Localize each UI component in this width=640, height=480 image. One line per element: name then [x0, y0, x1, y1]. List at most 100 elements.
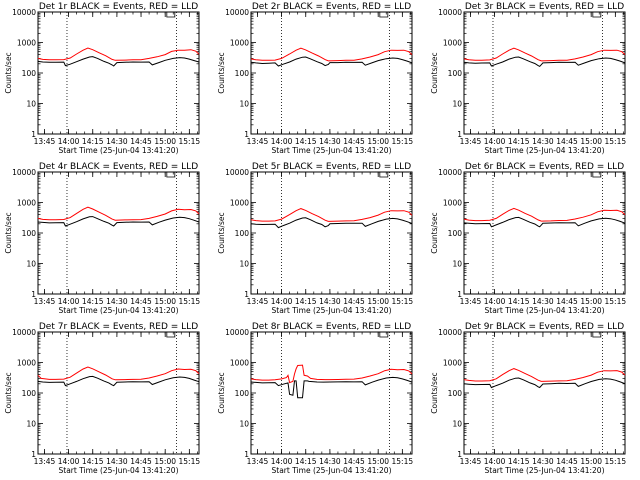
panel-title: Det 5r BLACK = Events, RED = LLD [252, 162, 411, 172]
x-axis-label: Start Time (25-Jun-04 13:41:20) [272, 466, 392, 475]
x-tick-label: 14:00 [271, 297, 293, 306]
event-rate-line [463, 377, 626, 389]
y-axis-label: Counts/sec [4, 372, 13, 413]
event-rate-line [250, 217, 413, 229]
plot-frame [37, 11, 200, 135]
event-rate-line [463, 216, 626, 228]
x-tick-label: 15:00 [154, 297, 176, 306]
y-axis-label: Counts/sec [430, 212, 439, 253]
x-tick-label: 13:45 [34, 457, 56, 466]
x-tick-label: 14:15 [82, 457, 104, 466]
x-tick-label: 13:45 [247, 297, 269, 306]
x-tick-label: 14:15 [82, 137, 104, 146]
x-tick-label: 15:00 [154, 457, 176, 466]
panel-title: Det 4r BLACK = Events, RED = LLD [39, 162, 198, 172]
plot-frame [463, 331, 626, 455]
x-tick-label: 15:15 [605, 457, 627, 466]
x-tick-label: 14:30 [106, 137, 128, 146]
x-axis-label: Start Time (25-Jun-04 13:41:20) [272, 306, 392, 315]
x-tick-label: 14:00 [58, 297, 80, 306]
y-tick-label: 1 [31, 130, 36, 139]
x-tick-label: 14:15 [295, 297, 317, 306]
x-axis-label: Start Time (25-Jun-04 13:41:20) [59, 466, 179, 475]
y-axis-label: Counts/sec [430, 372, 439, 413]
x-tick-label: 14:45 [343, 457, 365, 466]
y-axis-label: Counts/sec [430, 52, 439, 93]
y-tick-label: 10 [239, 260, 249, 269]
y-axis-label: Counts/sec [4, 212, 13, 253]
y-tick-label: 10000 [438, 8, 462, 17]
x-tick-label: 14:45 [556, 297, 578, 306]
y-axis-label: Counts/sec [217, 52, 226, 93]
x-tick-label: 15:15 [605, 137, 627, 146]
legend-marker [592, 332, 602, 338]
x-tick-label: 14:00 [58, 457, 80, 466]
plot-frame [463, 171, 626, 295]
x-tick-label: 13:45 [460, 137, 482, 146]
x-tick-label: 14:45 [556, 137, 578, 146]
x-tick-label: 14:15 [295, 457, 317, 466]
y-tick-label: 1000 [17, 39, 36, 48]
x-axis-label: Start Time (25-Jun-04 13:41:20) [485, 466, 605, 475]
plot-frame [250, 11, 413, 135]
x-tick-label: 14:45 [130, 457, 152, 466]
x-tick-label: 14:30 [106, 297, 128, 306]
x-tick-label: 14:30 [106, 457, 128, 466]
y-tick-label: 1000 [443, 199, 462, 208]
y-tick-label: 1 [244, 450, 249, 459]
detector-panel-3: 1 10 100 1000 10000 13:45 14:00 14:15 14:30 14:45… [430, 2, 626, 155]
legend-marker [592, 12, 602, 18]
x-tick-label: 15:15 [605, 297, 627, 306]
panel-title: Det 8r BLACK = Events, RED = LLD [252, 322, 411, 332]
x-tick-label: 15:00 [154, 137, 176, 146]
detector-panel-9: 1 10 100 1000 10000 13:45 14:00 14:15 14:30 14:45… [430, 322, 626, 475]
x-axis-label: Start Time (25-Jun-04 13:41:20) [485, 306, 605, 315]
lld-rate-line [463, 47, 626, 62]
x-tick-label: 14:00 [271, 137, 293, 146]
legend-marker [592, 172, 602, 178]
lld-rate-line [37, 366, 200, 381]
x-tick-label: 15:00 [580, 137, 602, 146]
x-axis-label: Start Time (25-Jun-04 13:41:20) [485, 146, 605, 155]
y-tick-label: 1 [457, 290, 462, 299]
event-rate-line [37, 216, 200, 227]
y-tick-label: 100 [22, 229, 37, 238]
lld-rate-line [37, 206, 200, 221]
y-tick-label: 1000 [230, 39, 249, 48]
x-tick-label: 14:15 [82, 297, 104, 306]
detector-panel-1: 1 10 100 1000 10000 13:45 14:00 14:15 14:30 14:45… [4, 2, 200, 155]
y-tick-label: 1 [31, 290, 36, 299]
x-axis-label: Start Time (25-Jun-04 13:41:20) [59, 146, 179, 155]
plot-frame [463, 11, 626, 135]
x-tick-label: 15:00 [367, 137, 389, 146]
y-tick-label: 1000 [230, 359, 249, 368]
x-tick-label: 15:00 [580, 457, 602, 466]
x-tick-label: 14:00 [484, 297, 506, 306]
x-tick-label: 15:15 [179, 137, 201, 146]
lld-rate-line [37, 47, 200, 61]
event-rate-line [463, 56, 626, 68]
x-tick-label: 14:00 [271, 457, 293, 466]
y-tick-label: 10000 [225, 328, 249, 337]
x-tick-label: 14:15 [508, 137, 530, 146]
y-tick-label: 10 [26, 260, 36, 269]
plot-frame [37, 171, 200, 295]
y-tick-label: 10 [26, 420, 36, 429]
y-tick-label: 10000 [225, 168, 249, 177]
y-tick-label: 100 [22, 69, 37, 78]
y-axis-label: Counts/sec [217, 212, 226, 253]
legend-marker [379, 12, 389, 18]
detector-panel-4: 1 10 100 1000 10000 13:45 14:00 14:15 14:30 14:45… [4, 162, 200, 315]
x-tick-label: 13:45 [247, 137, 269, 146]
y-tick-label: 1000 [17, 359, 36, 368]
x-tick-label: 14:30 [319, 297, 341, 306]
x-tick-label: 14:00 [484, 137, 506, 146]
x-tick-label: 14:30 [319, 457, 341, 466]
x-tick-label: 15:15 [392, 137, 414, 146]
x-tick-label: 14:45 [130, 297, 152, 306]
x-tick-label: 15:15 [392, 297, 414, 306]
panel-title: Det 9r BLACK = Events, RED = LLD [465, 322, 624, 332]
panel-title: Det 7r BLACK = Events, RED = LLD [39, 322, 198, 332]
x-tick-label: 14:00 [484, 457, 506, 466]
